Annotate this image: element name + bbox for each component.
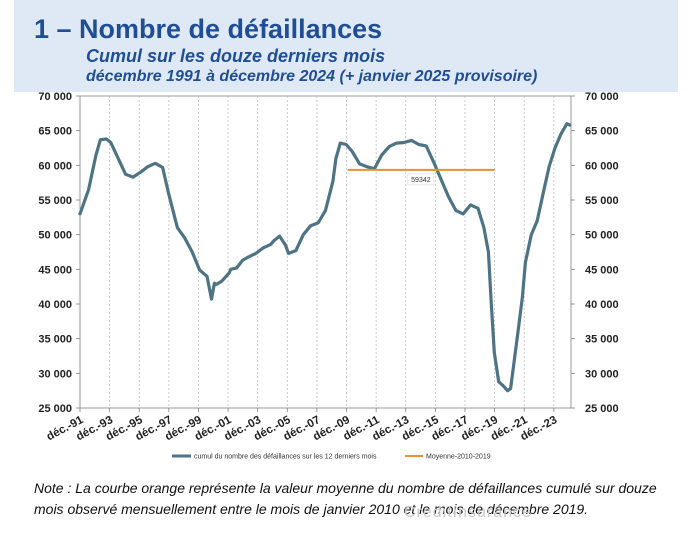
chart-subtitle: Cumul sur les douze derniers mois (86, 46, 386, 66)
y-tick-label-right: 40 000 (585, 299, 619, 311)
y-tick-label-right: 50 000 (585, 230, 619, 242)
y-tick-label-left: 35 000 (38, 334, 72, 346)
legend-label-series: cumul du nombre des défaillances sur les… (194, 454, 377, 461)
y-tick-label-right: 35 000 (585, 334, 619, 346)
y-tick-label-left: 60 000 (38, 160, 72, 172)
y-tick-label-left: 45 000 (38, 264, 72, 276)
y-tick-label-left: 70 000 (38, 91, 72, 103)
plot-frame (79, 95, 572, 409)
y-tick-label-left: 65 000 (38, 126, 72, 138)
y-tick-label-left: 25 000 (38, 403, 72, 415)
line-chart: 25 000 25 000 30 000 30 000 35 000 35 000 40 0… (38, 91, 619, 461)
y-tick-label-left: 55 000 (38, 195, 72, 207)
y-tick-label-right: 55 000 (585, 195, 619, 207)
chart-note: Note : La courbe orange représente la va… (34, 480, 657, 517)
y-tick-label-right: 60 000 (585, 160, 619, 172)
y-tick-label-left: 50 000 (38, 230, 72, 242)
defaillances-series-line (78, 122, 572, 393)
y-tick-label-right: 25 000 (585, 403, 619, 415)
average-label-box (407, 173, 435, 186)
y-tick-label-left: 30 000 (38, 368, 72, 380)
legend-label-average: Moyenne-2010-2019 (426, 454, 491, 461)
y-tick-label-right: 45 000 (585, 264, 619, 276)
y-tick-label-left: 40 000 (38, 299, 72, 311)
header-band (14, 0, 678, 92)
average-value-label: 59342 (411, 177, 431, 184)
watermark: CreditInsurance (404, 504, 532, 521)
y-tick-label-right: 70 000 (585, 91, 619, 103)
y-tick-label-right: 30 000 (585, 368, 619, 380)
chart-title: 1 – Nombre de défaillances (34, 14, 383, 44)
chart-period: décembre 1991 à décembre 2024 (+ janvier… (86, 68, 538, 85)
y-tick-label-right: 65 000 (585, 126, 619, 138)
